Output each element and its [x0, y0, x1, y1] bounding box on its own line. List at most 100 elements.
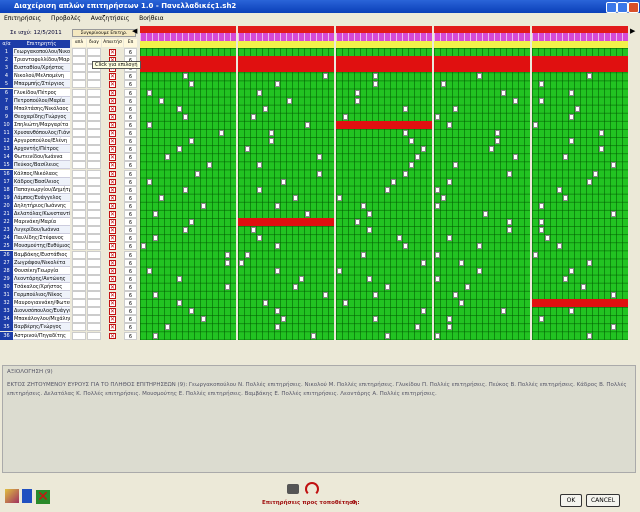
assignment — [539, 97, 544, 104]
row-name[interactable]: Λεοντάρης/Αντώνης — [13, 274, 70, 283]
row-name[interactable]: Μπακάλογλου/Μιχάλης — [13, 315, 70, 324]
assignment — [533, 251, 538, 258]
row-name[interactable]: Μπαρμπής/Στέργιος — [13, 80, 70, 89]
status-icon[interactable]: ✕ — [109, 243, 116, 250]
row-name[interactable]: Ζωγράφου/Νικολέτα — [13, 258, 70, 267]
status-icon[interactable]: ✕ — [109, 170, 116, 177]
evaluation-panel: ΑΞΙΟΛΟΓΗΣΗ (9) ΕΚΤΟΣ ΖΗΤΟΥΜΕΝΟΥ ΕΥΡΟΥΣ Γ… — [2, 365, 636, 473]
status-icon[interactable]: ✕ — [109, 211, 116, 218]
row-name[interactable]: Τριανταφυλλίδου/Μαρία — [13, 56, 70, 65]
close-button[interactable] — [628, 2, 639, 13]
row-name[interactable]: Μαυρογιαννάκη/Φωτεινή — [13, 299, 70, 308]
exit-icon[interactable]: ✕ — [36, 489, 50, 505]
status-icon[interactable]: ✕ — [109, 235, 116, 242]
row-name[interactable]: Βαρβέρης/Γιώργος — [13, 323, 70, 332]
menu-item[interactable]: Αναζητήσεις — [90, 15, 130, 22]
refresh-icon[interactable] — [305, 482, 319, 496]
maximize-button[interactable] — [617, 2, 628, 13]
assignment — [225, 259, 230, 266]
arrow-left[interactable]: ◀ — [132, 27, 138, 35]
status-icon[interactable]: ✕ — [109, 259, 116, 267]
row-name[interactable]: Θεοχαρίδης/Γιώργος — [13, 112, 70, 121]
ep-cell: 6 — [124, 88, 137, 97]
status-icon[interactable]: ✕ — [109, 283, 116, 291]
row-name[interactable]: Δελατόλας/Κωνσταντίνος — [13, 210, 70, 218]
assignment — [409, 162, 414, 169]
row-name[interactable]: Πετροπούλου/Μαρία — [13, 96, 70, 105]
row-name[interactable]: Παυλίδης/Στέφανος — [13, 234, 70, 243]
row-name[interactable]: Φωτεινίδου/Ιωάννα — [13, 153, 70, 162]
row-name[interactable]: Λάμπος/Ευάγγελος — [13, 193, 70, 202]
assignment — [569, 138, 574, 145]
row-name[interactable]: Δηλητήριος/Ιωάννης — [13, 201, 70, 210]
status-icon[interactable]: ✕ — [109, 121, 116, 129]
row-name[interactable]: Λυγερίδου/Ιωάννα — [13, 226, 70, 235]
status-icon[interactable]: ✕ — [109, 146, 116, 153]
assignment — [183, 113, 188, 120]
assignment — [165, 154, 170, 161]
menu-item[interactable]: Επιτηρήσεις — [4, 15, 42, 22]
save-icon[interactable] — [22, 489, 32, 503]
status-icon[interactable]: ✕ — [109, 49, 116, 56]
tool-icon[interactable] — [5, 489, 19, 503]
status-icon[interactable]: ✕ — [109, 300, 116, 307]
assignment — [611, 211, 616, 217]
row-name[interactable]: Βαμβάκης/Ευστάθιος — [13, 250, 70, 259]
status-icon[interactable]: ✕ — [109, 130, 116, 137]
row-name[interactable]: Παπαγεωργίου/Δημήτριος — [13, 185, 70, 194]
status-icon[interactable]: ✕ — [109, 292, 116, 299]
row-name[interactable]: Φουσέκη/Γεωργία — [13, 266, 70, 275]
row-name[interactable]: Μπαλτάσης/Νικόλαος — [13, 104, 70, 113]
row-name[interactable]: Χρυσανθόπουλος/Γιάννης — [13, 129, 70, 137]
status-icon[interactable]: ✕ — [109, 308, 116, 315]
row-name[interactable]: Σπηλιώτη/Μαργαρίτα — [13, 120, 70, 129]
row-name[interactable]: Πεύκος/Βασίλειος — [13, 161, 70, 170]
assignment — [147, 89, 152, 96]
row-name[interactable]: Ευσταθίου/Χρήστος — [13, 64, 70, 73]
status-icon[interactable]: ✕ — [109, 194, 116, 202]
cancel-button[interactable]: CANCEL — [586, 494, 620, 507]
status-icon[interactable]: ✕ — [109, 202, 116, 210]
arrow-right[interactable]: ▶ — [630, 27, 636, 35]
status-icon[interactable]: ✕ — [109, 105, 116, 113]
row-name[interactable]: Αστρινού/Πηγαδίτης — [13, 331, 70, 340]
status-icon[interactable]: ✕ — [109, 186, 116, 194]
row-name[interactable]: Κάδρος/Βασίλειος — [13, 177, 70, 186]
row-name[interactable]: Αρχοντής/Πέτρος — [13, 145, 70, 154]
status-icon[interactable]: ✕ — [109, 251, 116, 258]
status-icon[interactable]: ✕ — [109, 227, 116, 234]
status-icon[interactable]: ✕ — [109, 324, 116, 331]
status-icon[interactable]: ✕ — [109, 97, 116, 105]
row-name[interactable]: Μαρινάκη/Μαρία — [13, 218, 70, 227]
row-name[interactable]: Μουσμούτης/Ευθύμιος — [13, 242, 70, 251]
status-icon[interactable]: ✕ — [109, 81, 116, 88]
row-name[interactable]: Νικολού/Μελπομένη — [13, 72, 70, 81]
ep-cell: 6 — [124, 129, 137, 137]
status-icon[interactable]: ✕ — [109, 162, 116, 169]
row-name[interactable]: Διονυσόπουλος/Ευάγγελος — [13, 307, 70, 316]
status-icon[interactable]: ✕ — [109, 178, 116, 186]
row-name[interactable]: Γαρμπούλιας/Νίκος — [13, 291, 70, 299]
ok-button[interactable]: OK — [560, 494, 582, 507]
minimize-button[interactable] — [606, 2, 617, 13]
status-icon[interactable]: ✕ — [109, 154, 116, 161]
status-icon[interactable]: ✕ — [109, 316, 116, 323]
status-icon[interactable]: ✕ — [109, 332, 116, 339]
status-icon[interactable]: ✕ — [109, 89, 116, 96]
status-icon[interactable]: ✕ — [109, 138, 116, 145]
status-icon[interactable]: ✕ — [109, 275, 116, 283]
menu-item[interactable]: Προβολές — [50, 15, 81, 22]
row-name[interactable]: Γεωργακοπούλου/Νικολέτα — [13, 48, 70, 56]
row-name[interactable]: Τσάκαλος/Χρήστος — [13, 282, 70, 291]
row-name[interactable]: Κάλπος/Νικόλαος — [13, 169, 70, 178]
row-name[interactable]: Γλυκίδου/Πέτρος — [13, 88, 70, 97]
menu-item[interactable]: Βοήθεια — [139, 15, 164, 22]
status-icon[interactable]: ✕ — [109, 73, 116, 80]
status-icon[interactable]: ✕ — [109, 267, 116, 275]
status-icon[interactable]: ✕ — [109, 219, 116, 226]
row-name[interactable]: Αργυροπούλου/Ελένη — [13, 137, 70, 146]
camera-icon[interactable] — [287, 484, 299, 494]
status-icon[interactable]: ✕ — [109, 113, 116, 121]
assignment — [257, 186, 262, 193]
assignment — [421, 308, 426, 315]
